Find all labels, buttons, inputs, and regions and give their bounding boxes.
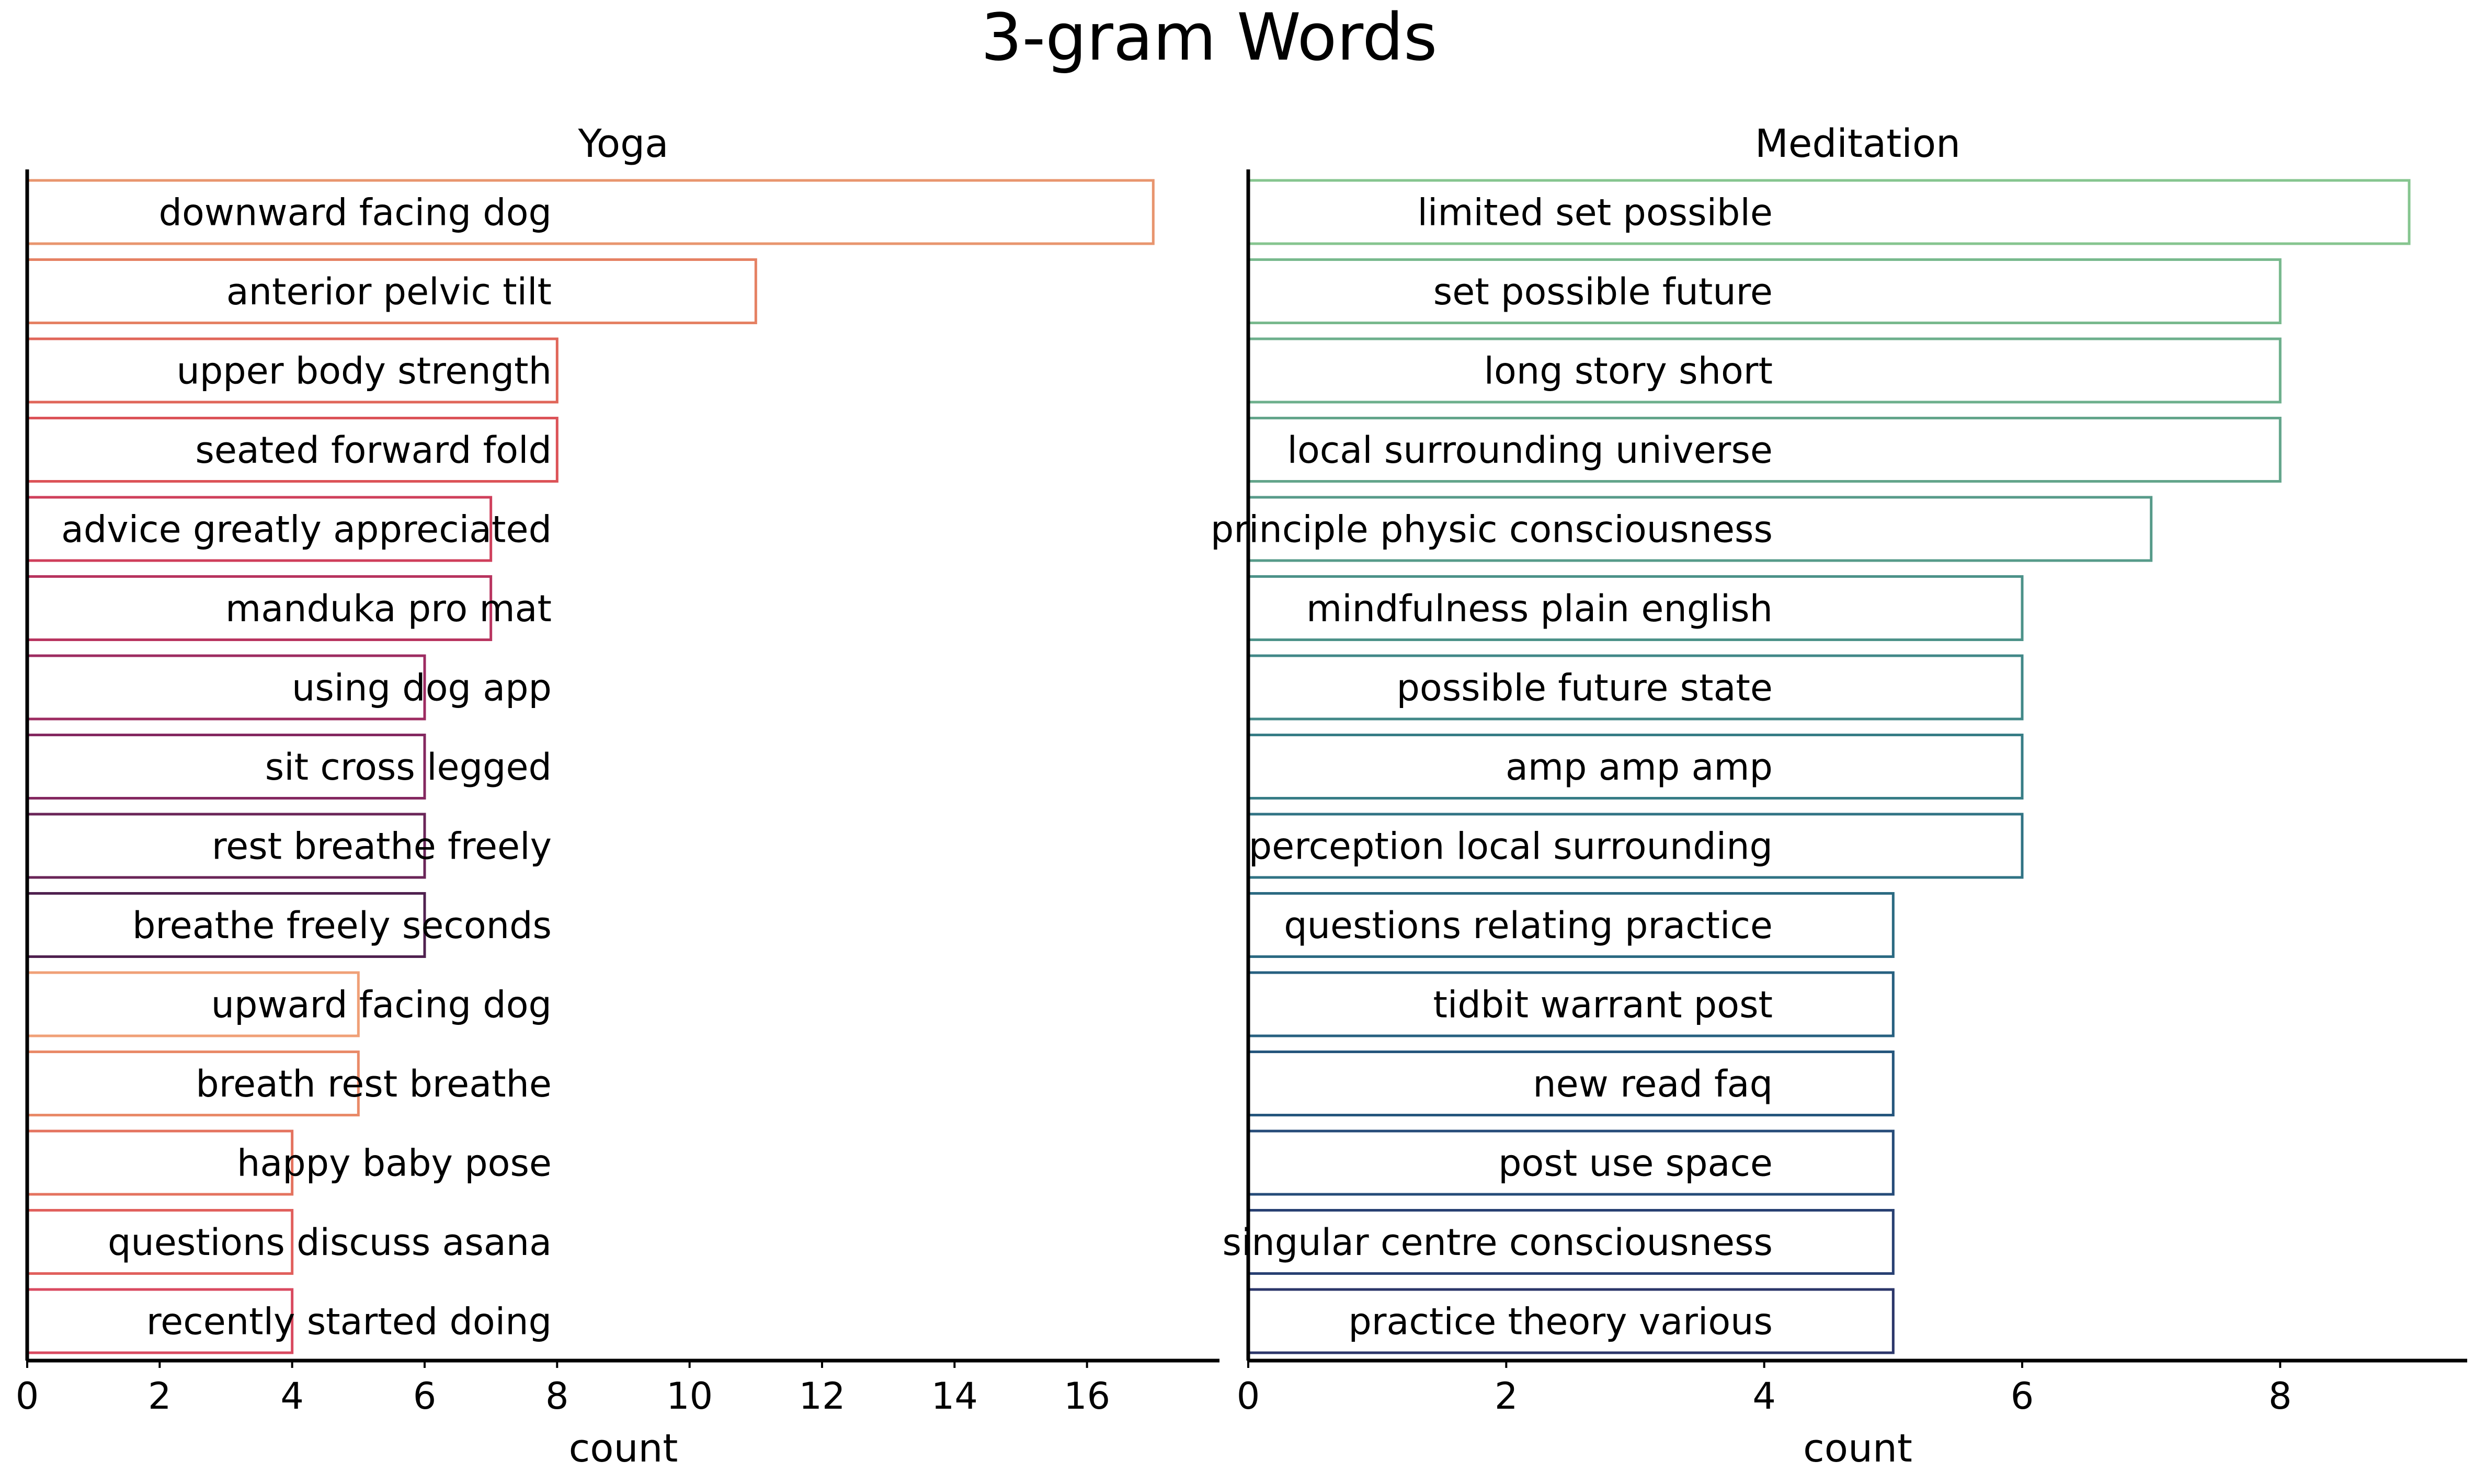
yoga-x-tick-label: 2	[148, 1375, 172, 1418]
yoga-x-axis-label: count	[569, 1426, 678, 1471]
yoga-bar-label: happy baby pose	[237, 1142, 552, 1185]
meditation-bar-label: post use space	[1498, 1142, 1773, 1185]
yoga-bar-label: anterior pelvic tilt	[226, 270, 552, 313]
meditation-bar-label: limited set possible	[1417, 191, 1773, 234]
yoga-bar-label: sit cross legged	[265, 746, 552, 789]
meditation-bar-label: possible future state	[1396, 667, 1773, 710]
meditation-x-tick-label: 6	[2011, 1375, 2034, 1418]
yoga-bar-label: using dog app	[292, 667, 552, 710]
yoga-x-tick-label: 10	[666, 1375, 713, 1418]
yoga-x-tick-label: 16	[1064, 1375, 1110, 1418]
yoga-bar-label: breath rest breathe	[196, 1063, 552, 1105]
meditation-bar-label: amp amp amp	[1506, 746, 1773, 789]
yoga-bar-label: seated forward fold	[195, 429, 552, 472]
meditation-bar-label: singular centre consciousness	[1223, 1221, 1773, 1264]
meditation-bar-label: local surrounding universe	[1287, 429, 1773, 472]
yoga-bar-label: downward facing dog	[159, 191, 552, 234]
meditation-bar-label: practice theory various	[1348, 1300, 1773, 1343]
yoga-bar-label: rest breathe freely	[212, 825, 552, 868]
yoga-panel: Yoga downward facing dog anterior pelvic t…	[16, 121, 1219, 1471]
yoga-x-tick-label: 14	[931, 1375, 978, 1418]
yoga-x-tick-label: 0	[16, 1375, 39, 1418]
yoga-bar-label: upper body strength	[176, 350, 552, 393]
yoga-bar-label: questions discuss asana	[108, 1221, 552, 1264]
meditation-x-axis-label: count	[1803, 1426, 1912, 1471]
meditation-x-tick-label: 0	[1237, 1375, 1260, 1418]
yoga-bar-label: manduka pro mat	[225, 587, 552, 630]
meditation-panel: Meditation limited set possible set possib…	[1211, 121, 2467, 1471]
meditation-bar-label: set possible future	[1433, 270, 1773, 313]
yoga-x-tick-label: 8	[545, 1375, 569, 1418]
yoga-panel-title: Yoga	[578, 121, 669, 166]
yoga-x-tick-label: 4	[280, 1375, 304, 1418]
yoga-x-tick-label: 6	[413, 1375, 437, 1418]
yoga-bar-label: recently started doing	[146, 1300, 552, 1343]
meditation-panel-title: Meditation	[1755, 121, 1960, 166]
yoga-bar-label: breathe freely seconds	[132, 904, 552, 947]
yoga-x-tick-label: 12	[799, 1375, 845, 1418]
chart-title: 3-gram Words	[981, 0, 1438, 75]
meditation-bar-label: questions relating practice	[1284, 904, 1773, 947]
yoga-bar-label: upward facing dog	[211, 984, 552, 1026]
meditation-bar-label: principle physic consciousness	[1211, 508, 1773, 551]
meditation-bar-label: new read faq	[1533, 1063, 1773, 1105]
meditation-bar-label: perception local surrounding	[1249, 825, 1773, 868]
meditation-x-tick-label: 8	[2268, 1375, 2292, 1418]
yoga-bar-label: advice greatly appreciated	[61, 508, 552, 551]
meditation-x-tick-label: 4	[1752, 1375, 1776, 1418]
meditation-bar-label: long story short	[1484, 350, 1773, 393]
meditation-bar-label: tidbit warrant post	[1433, 984, 1773, 1026]
meditation-bar-label: mindfulness plain english	[1306, 587, 1773, 630]
meditation-x-tick-label: 2	[1495, 1375, 1518, 1418]
